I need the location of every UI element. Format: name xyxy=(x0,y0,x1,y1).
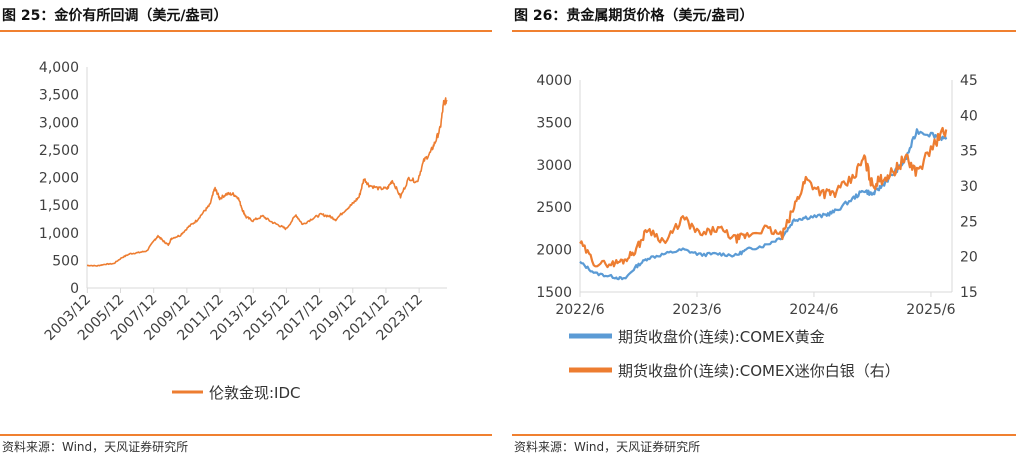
y-tick-label: 3,000 xyxy=(39,115,79,131)
y-tick-label: 1,500 xyxy=(39,198,79,214)
y-tick-label: 4,000 xyxy=(39,60,79,76)
source-note: 资料来源：Wind，天风证券研究所 xyxy=(514,440,701,454)
y-tick-label: 2500 xyxy=(536,200,572,216)
y-tick-label: 1500 xyxy=(536,285,572,301)
y2-tick-label: 40 xyxy=(960,108,978,124)
y2-tick-label: 25 xyxy=(960,214,978,230)
series-line-comex-mini-silver xyxy=(579,126,948,269)
y-tick-label: 3,500 xyxy=(39,88,79,104)
y-tick-label: 3500 xyxy=(536,115,572,131)
legend-label: 伦敦金现:IDC xyxy=(209,384,301,402)
y2-tick-label: 15 xyxy=(960,285,978,301)
chart-panel-right: 图 26：贵金属期货价格（美元/盎司） 1500 2000 2500 3000 3500… xyxy=(512,0,1016,459)
x-tick-label: 2023/6 xyxy=(672,302,721,318)
y-tick-label: 4000 xyxy=(536,73,572,89)
footer-rule xyxy=(512,434,1016,436)
y2-tick-label: 35 xyxy=(960,144,978,160)
y-tick-label: 1,000 xyxy=(39,226,79,242)
y-tick-label: 2,000 xyxy=(39,171,79,187)
x-tick-label: 2024/6 xyxy=(789,302,838,318)
figure-title: 图 26：贵金属期货价格（美元/盎司） xyxy=(514,8,754,24)
legend-label: 期货收盘价(连续):COMEX黄金 xyxy=(618,328,825,346)
legend-label: 期货收盘价(连续):COMEX迷你白银（右） xyxy=(618,362,900,380)
series-line-gold-spot xyxy=(87,97,448,267)
x-tick-label: 2025/6 xyxy=(906,302,955,318)
y2-tick-label: 45 xyxy=(960,73,978,89)
chart-panel-left: 图 25：金价有所回调（美元/盎司） 0 500 1,000 1,500 2,000 2,… xyxy=(0,0,492,459)
futures-price-chart: 1500 2000 2500 3000 3500 4000 15 20 25 30 35 40 45 20… xyxy=(536,73,978,380)
series-line-comex-gold xyxy=(579,128,948,281)
y-tick-label: 0 xyxy=(70,281,79,297)
y-tick-label: 2,500 xyxy=(39,143,79,159)
gold-spot-chart: 05001,0001,5002,0002,5003,0003,5004,0002… xyxy=(39,60,448,402)
y-tick-label: 3000 xyxy=(536,158,572,174)
y2-tick-label: 20 xyxy=(960,250,978,266)
footer-rule xyxy=(0,434,492,436)
y-tick-label: 500 xyxy=(52,253,79,269)
source-note: 资料来源：Wind，天风证券研究所 xyxy=(2,440,189,454)
x-tick-label: 2022/6 xyxy=(555,302,604,318)
figure-title: 图 25：金价有所回调（美元/盎司） xyxy=(2,8,228,24)
y-tick-label: 2000 xyxy=(536,243,572,259)
title-rule xyxy=(512,30,1016,32)
title-rule xyxy=(0,30,492,32)
y2-tick-label: 30 xyxy=(960,179,978,195)
